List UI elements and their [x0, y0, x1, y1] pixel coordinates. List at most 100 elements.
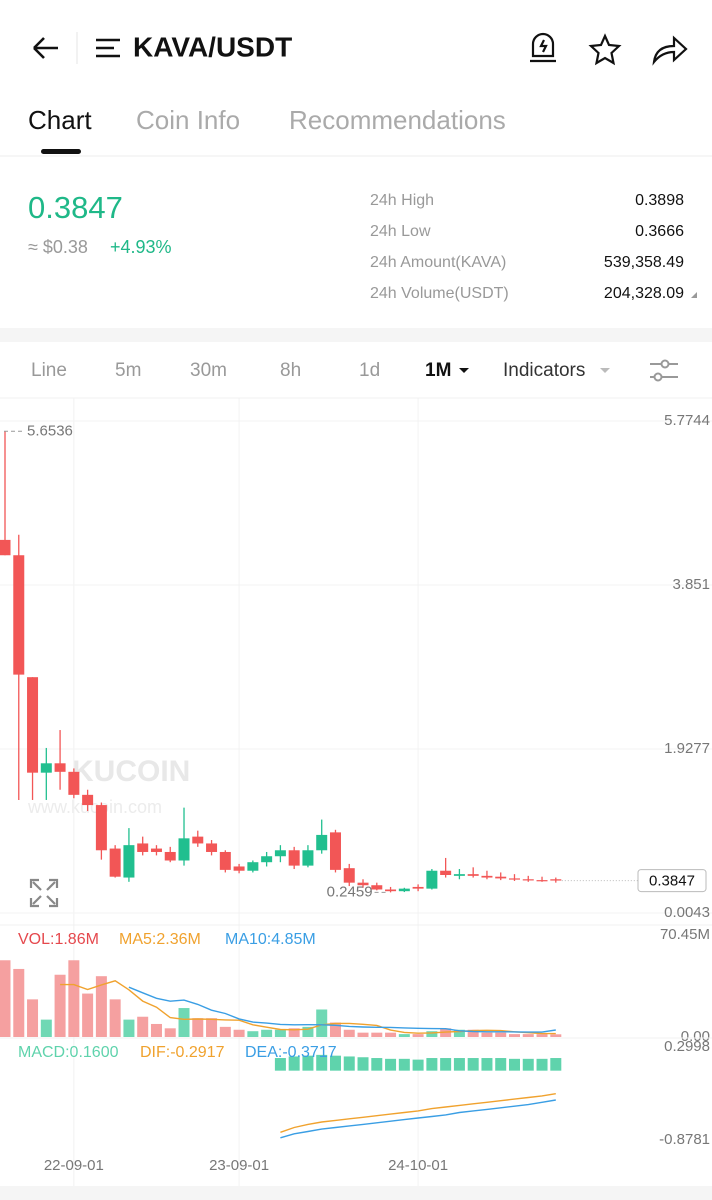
x-tick-label: 22-09-01: [44, 1157, 104, 1174]
share-icon[interactable]: [652, 35, 688, 66]
volume-bar: [385, 1032, 397, 1037]
candle-body: [219, 851, 231, 870]
candle-body: [398, 888, 410, 892]
macd-bar: [316, 1054, 328, 1071]
pair-menu[interactable]: [96, 38, 120, 58]
back-button[interactable]: [33, 37, 58, 59]
macd-bar: [288, 1056, 300, 1071]
last-price: 0.3847: [28, 190, 123, 225]
expand-triangle: [691, 292, 697, 298]
volume-bar: [150, 1023, 162, 1037]
candle-body: [164, 851, 176, 861]
indicator-line: [280, 1093, 556, 1133]
macd-bar: [398, 1058, 410, 1071]
macd-bar: [453, 1058, 465, 1071]
macd-bar: [536, 1058, 548, 1071]
candle-body: [412, 886, 424, 889]
tab[interactable]: Recommendations: [289, 105, 506, 135]
fullscreen-icon[interactable]: [29, 878, 59, 908]
stat-value: 539,358.49: [604, 254, 684, 271]
volume-bar: [233, 1029, 245, 1037]
stat-value: 0.3898: [635, 192, 684, 209]
macd-bar: [508, 1058, 520, 1071]
volume-bar: [550, 1034, 562, 1037]
volume-bar: [274, 1029, 286, 1037]
stats: 24h High 0.3898 24h Low 0.3666 24h Amount(KA…: [370, 192, 684, 302]
legend-entry: DIF:-0.2917: [140, 1044, 225, 1061]
macd-bar: [343, 1056, 355, 1071]
candle-body: [206, 843, 218, 852]
volume-bar: [27, 999, 39, 1037]
candle-body: [495, 876, 507, 879]
macd-bar: [481, 1058, 493, 1071]
x-tick-label: 23-09-01: [209, 1157, 269, 1174]
volume-bar: [522, 1034, 534, 1037]
volume-bar: [453, 1029, 465, 1037]
y-tick-label: -0.8781: [659, 1131, 710, 1148]
macd-bar: [426, 1058, 438, 1071]
y-tick-label: 70.45M: [660, 926, 710, 943]
y-tick-label: 0.00: [681, 1028, 710, 1045]
candle-body: [357, 882, 369, 886]
last-price-tag: [637, 869, 707, 893]
volume-bar: [481, 1032, 493, 1037]
volume-bar: [247, 1031, 259, 1037]
volume-bar: [95, 976, 107, 1037]
candle-body: [27, 677, 39, 773]
candle-body: [467, 874, 479, 876]
interval-option[interactable]: 1M: [425, 360, 451, 381]
separator-band: [0, 328, 712, 342]
volume-bar: [68, 960, 80, 1037]
interval-option[interactable]: Indicators: [503, 360, 585, 381]
candle-body: [233, 866, 245, 871]
favorite-icon[interactable]: [588, 33, 622, 66]
candle-body: [192, 836, 204, 844]
bottom-band: [0, 1186, 712, 1200]
candle-body: [522, 879, 534, 881]
volume-bar: [123, 1019, 135, 1037]
candle-body: [550, 879, 562, 881]
interval-option[interactable]: 5m: [115, 360, 141, 381]
macd-bar: [412, 1059, 424, 1071]
volume-bar: [302, 1026, 314, 1037]
interval-option[interactable]: 30m: [190, 360, 227, 381]
volume-bar: [329, 1022, 341, 1037]
candle-body: [316, 834, 328, 851]
volume-bar: [357, 1032, 369, 1037]
volume-bar: [109, 999, 121, 1037]
candle-body: [109, 848, 121, 877]
interval-option[interactable]: 1d: [359, 360, 380, 381]
candle-body: [536, 880, 548, 882]
indicator-line: [60, 980, 556, 1035]
y-tick-label: 1.9277: [664, 740, 710, 757]
legend-entry: DEA:-0.3717: [245, 1044, 337, 1061]
candle-body: [95, 805, 107, 851]
interval-option[interactable]: 8h: [280, 360, 301, 381]
last-price-label: 0.3847: [649, 873, 695, 890]
volume-bar: [412, 1034, 424, 1037]
candle-body: [385, 889, 397, 892]
macd-bar: [385, 1058, 397, 1071]
volume-bar: [508, 1034, 520, 1037]
tab[interactable]: Chart: [28, 105, 92, 135]
macd-bar: [467, 1058, 479, 1071]
macd-bar: [495, 1058, 507, 1071]
volume-bar: [261, 1029, 273, 1037]
watermark-site: www.kucoin.com: [27, 797, 162, 817]
candle-body: [82, 794, 94, 806]
settings-icon[interactable]: [650, 359, 678, 382]
tab[interactable]: Coin Info: [136, 105, 240, 135]
alert-icon[interactable]: [530, 32, 556, 63]
interval-option[interactable]: Line: [31, 360, 67, 381]
candle-body: [371, 885, 383, 890]
candle-body: [137, 843, 149, 852]
max-label: 5.6536: [27, 422, 73, 439]
stat-label: 24h Volume(USDT): [370, 285, 509, 302]
macd-bar: [274, 1058, 286, 1071]
macd-bar: [329, 1055, 341, 1071]
indicator-line: [128, 986, 556, 1033]
candle-body: [426, 870, 438, 889]
macd-bar: [302, 1055, 314, 1071]
volume-bar: [288, 1028, 300, 1037]
